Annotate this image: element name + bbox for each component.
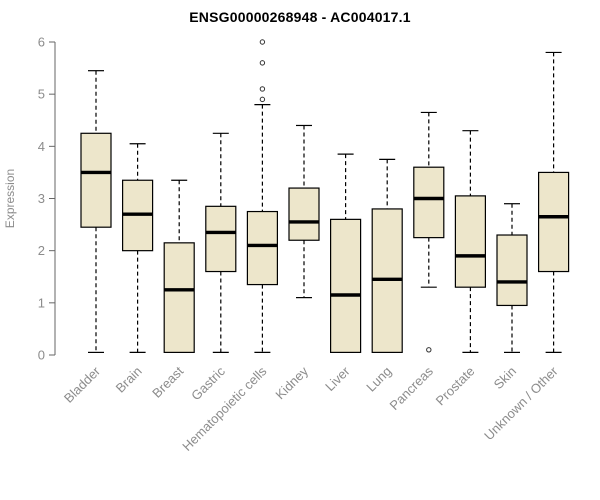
- iqr-box: [246, 210, 278, 286]
- iqr-box: [80, 132, 112, 228]
- iqr-box: [205, 205, 237, 273]
- x-tick-label: Gastric: [188, 363, 228, 403]
- box-group-hematopoietic-cells: [246, 39, 278, 353]
- x-tick-label: Unknown / Other: [481, 363, 561, 443]
- chart-title: ENSG00000268948 - AC004017.1: [189, 9, 411, 25]
- outlier-point: [426, 347, 432, 353]
- boxplot-canvas: 0 1 2 3 4 5 6 Expression Bladder Brain Breast Gastr…: [3, 35, 570, 454]
- y-tick-label: 5: [38, 87, 45, 102]
- y-tick-label: 0: [38, 348, 45, 363]
- box-group-lung: [371, 158, 403, 353]
- iqr-box: [163, 242, 195, 353]
- box-group-kidney: [288, 124, 320, 299]
- x-tick-label: Lung: [363, 364, 394, 395]
- box-group-pancreas: [413, 111, 445, 353]
- x-tick-label: Prostate: [433, 364, 478, 409]
- box-group-prostate: [454, 130, 486, 353]
- y-tick-label: 3: [38, 191, 45, 206]
- x-tick-label: Skin: [491, 364, 519, 392]
- outlier-point: [259, 86, 266, 92]
- iqr-box: [288, 187, 320, 241]
- y-axis-title: Expression: [3, 169, 17, 228]
- box-group-gastric: [205, 132, 237, 353]
- box-group-breast: [163, 179, 195, 353]
- box-group-skin: [496, 203, 528, 353]
- box-group-liver: [330, 153, 362, 353]
- y-tick-label: 4: [38, 139, 45, 154]
- outlier-point: [259, 96, 266, 103]
- x-tick-label: Pancreas: [386, 363, 436, 413]
- iqr-box: [454, 195, 486, 288]
- y-tick-label: 6: [38, 35, 45, 50]
- y-tick-label: 2: [38, 243, 45, 258]
- x-tick-label: Breast: [149, 363, 186, 400]
- outlier-point: [259, 39, 266, 45]
- box-group-brain: [121, 143, 154, 353]
- box-group-unknown-other: [537, 51, 570, 353]
- iqr-box: [496, 234, 528, 307]
- x-tick-label: Kidney: [272, 363, 311, 402]
- x-tick-label: Bladder: [61, 363, 104, 406]
- iqr-box: [330, 218, 362, 353]
- outlier-point: [259, 60, 266, 66]
- x-tick-label: Brain: [113, 364, 145, 396]
- iqr-box: [537, 171, 570, 273]
- iqr-box: [413, 166, 445, 239]
- y-tick-label: 1: [38, 295, 45, 310]
- x-tick-label: Liver: [322, 363, 353, 394]
- box-group-bladder: [80, 70, 112, 353]
